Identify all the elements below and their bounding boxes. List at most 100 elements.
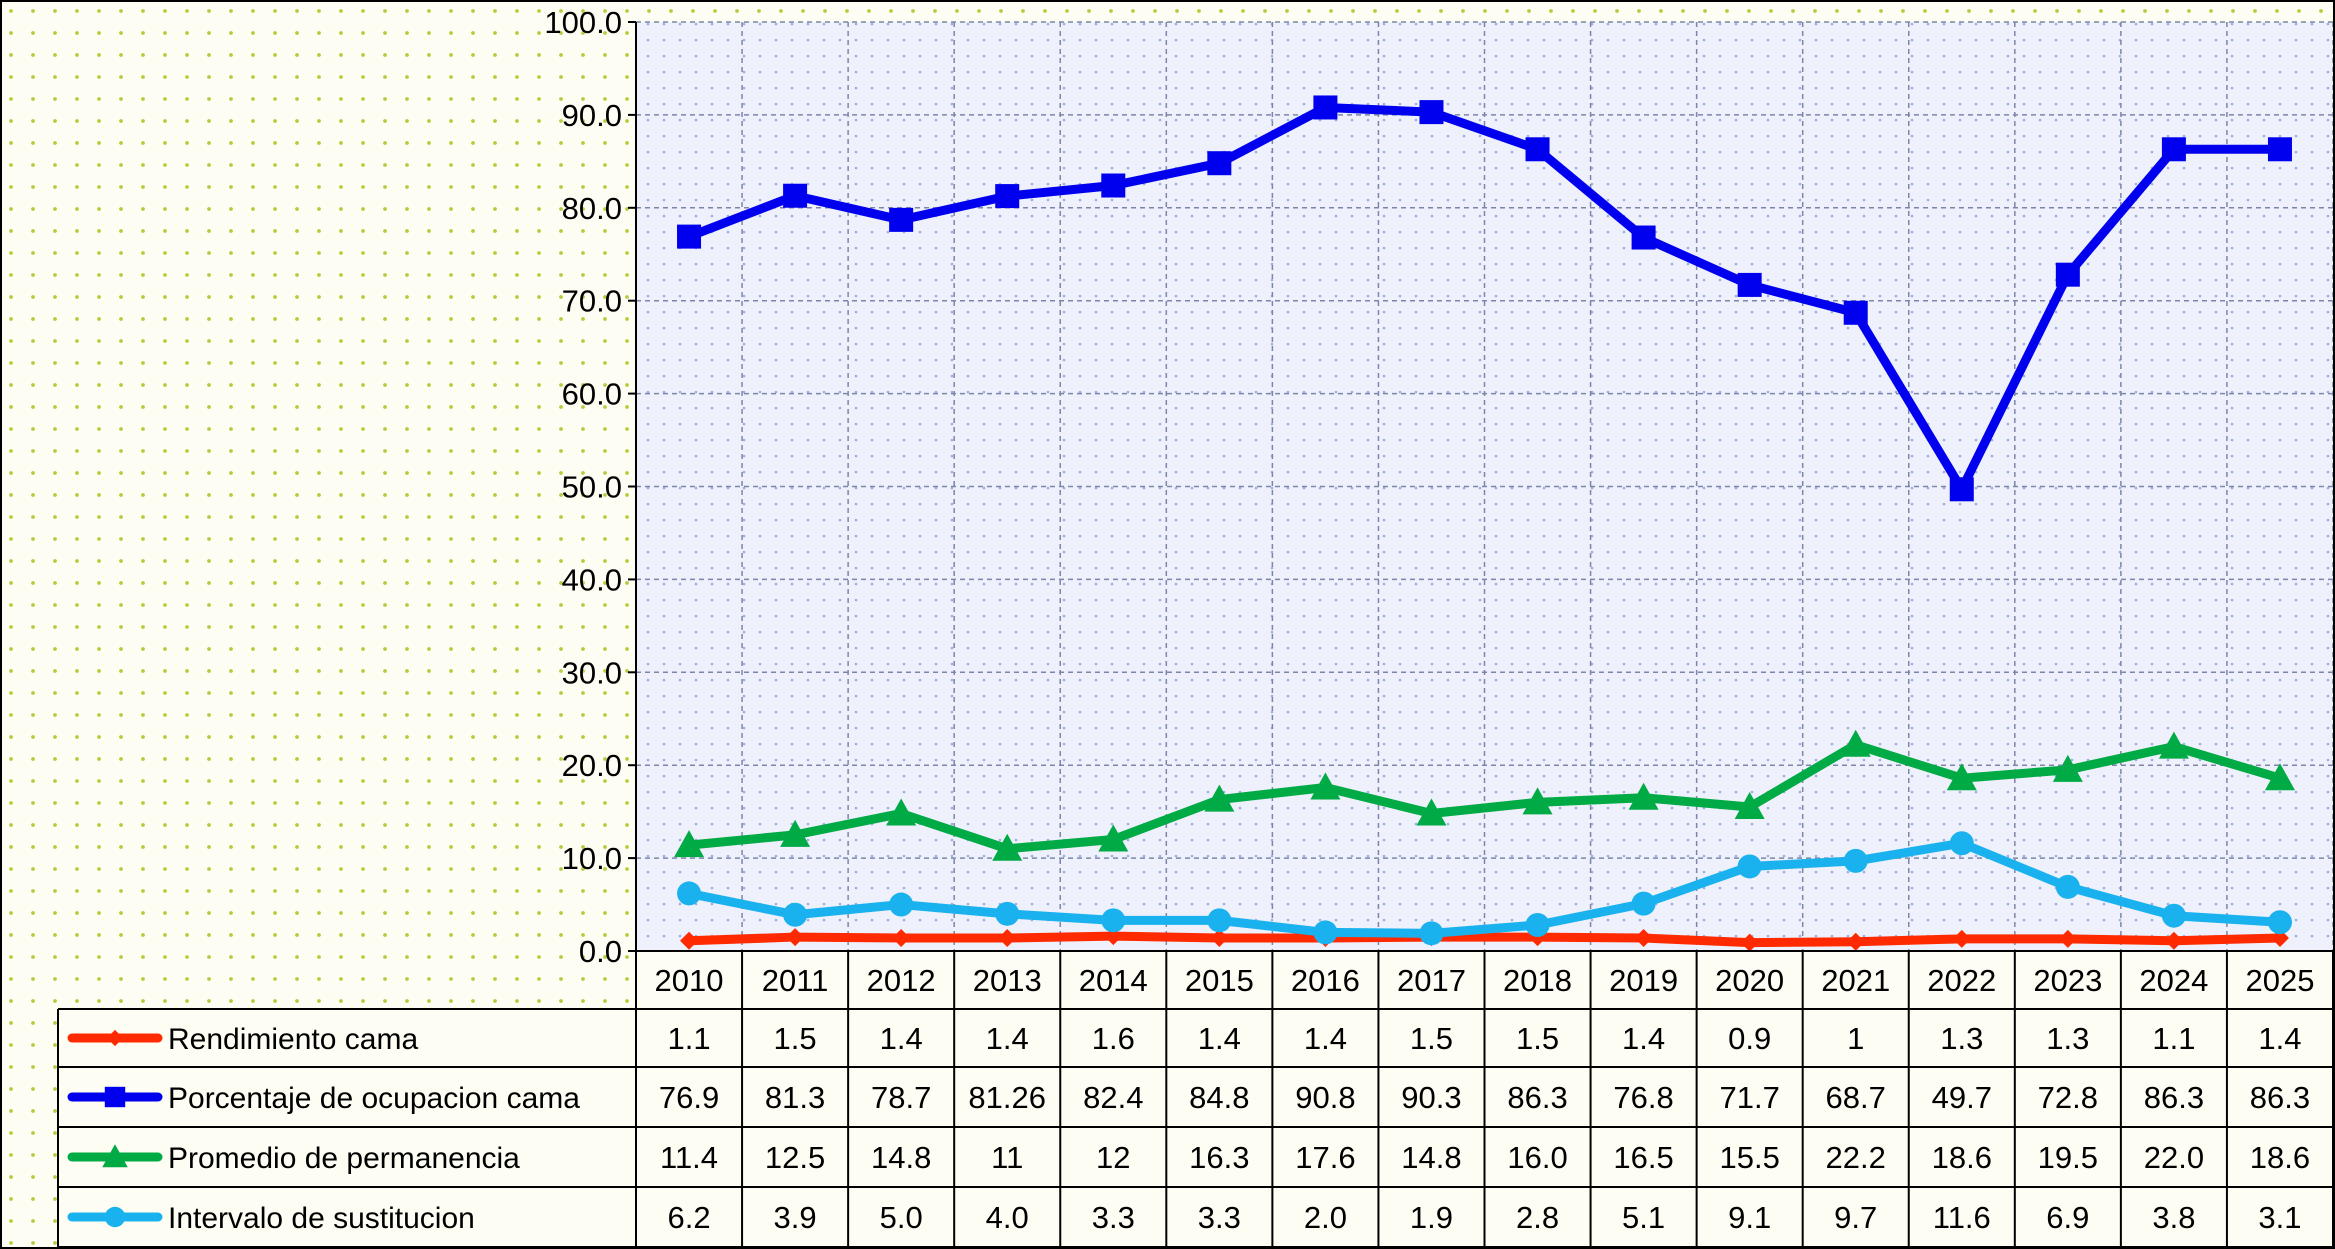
data-table-cell: 5.0 xyxy=(880,1200,923,1235)
x-tick-label: 2023 xyxy=(2033,963,2102,998)
data-table-cell: 18.6 xyxy=(2250,1140,2310,1175)
data-point-series-4 xyxy=(1737,854,1762,879)
data-point-series-3 xyxy=(1522,787,1553,815)
x-tick-label: 2024 xyxy=(2139,963,2208,998)
data-table-cell: 6.2 xyxy=(667,1200,710,1235)
data-table-cell: 72.8 xyxy=(2038,1080,2098,1115)
data-table-cell: 1.4 xyxy=(1198,1021,1241,1056)
data-point-series-4 xyxy=(1843,848,1868,873)
data-table-cell: 1.3 xyxy=(2046,1021,2089,1056)
data-point-series-2 xyxy=(995,184,1020,209)
x-tick-label: 2014 xyxy=(1079,963,1148,998)
data-table-cell: 1.4 xyxy=(1622,1021,1665,1056)
data-table-cell: 3.3 xyxy=(1092,1200,1135,1235)
legend-key-marker-4 xyxy=(104,1206,126,1228)
data-table-cell: 84.8 xyxy=(1189,1080,1249,1115)
legend-label-series-3: Promedio de permanencia xyxy=(168,1142,520,1175)
data-point-series-4 xyxy=(783,902,808,927)
data-table-cell: 11.4 xyxy=(660,1140,718,1175)
data-point-series-4 xyxy=(1313,920,1338,945)
data-point-series-3 xyxy=(1098,824,1129,852)
x-tick-label: 2018 xyxy=(1503,963,1572,998)
x-tick-label: 2010 xyxy=(655,963,724,998)
data-table-cell: 1.6 xyxy=(1092,1021,1135,1056)
data-point-series-2 xyxy=(2055,262,2080,287)
data-table-cell: 1.4 xyxy=(986,1021,1029,1056)
data-point-series-4 xyxy=(2161,903,2186,928)
data-table-cell: 76.9 xyxy=(659,1080,719,1115)
data-table-cell: 3.3 xyxy=(1198,1200,1241,1235)
data-point-series-2 xyxy=(677,224,702,249)
data-point-series-2 xyxy=(783,183,808,208)
data-table-cell: 1.4 xyxy=(2258,1021,2301,1056)
y-tick-label: 10.0 xyxy=(562,841,622,876)
x-tick-label: 2025 xyxy=(2245,963,2314,998)
data-table-cell: 15.5 xyxy=(1719,1140,1779,1175)
data-table-cell: 16.5 xyxy=(1613,1140,1673,1175)
x-tick-label: 2016 xyxy=(1291,963,1360,998)
data-table-cell: 12.5 xyxy=(765,1140,825,1175)
data-point-series-3 xyxy=(1310,772,1341,800)
y-tick-label: 100.0 xyxy=(544,5,622,40)
data-table-cell: 1.4 xyxy=(1304,1021,1347,1056)
x-tick-label: 2022 xyxy=(1927,963,1996,998)
data-point-series-2 xyxy=(1737,272,1762,297)
x-tick-label: 2019 xyxy=(1609,963,1678,998)
data-point-series-1 xyxy=(680,931,699,950)
y-tick-label: 30.0 xyxy=(562,655,622,690)
data-table-cell: 16.0 xyxy=(1507,1140,1567,1175)
data-table-cell: 90.8 xyxy=(1295,1080,1355,1115)
data-point-series-2 xyxy=(1525,137,1550,162)
data-point-series-1 xyxy=(2270,928,2289,947)
data-point-series-3 xyxy=(1840,729,1871,757)
data-point-series-4 xyxy=(2055,874,2080,899)
data-point-series-4 xyxy=(889,892,914,917)
data-table-cell: 14.8 xyxy=(1401,1140,1461,1175)
data-table-cell: 81.26 xyxy=(968,1080,1046,1115)
data-point-series-4 xyxy=(1207,908,1232,933)
data-point-series-4 xyxy=(1631,891,1656,916)
data-point-series-1 xyxy=(2058,929,2077,948)
data-table-cell: 2.8 xyxy=(1516,1200,1559,1235)
data-point-series-2 xyxy=(1101,173,1126,198)
data-point-series-1 xyxy=(1952,929,1971,948)
x-tick-label: 2017 xyxy=(1397,963,1466,998)
data-table-cell: 3.1 xyxy=(2258,1200,2301,1235)
data-point-series-3 xyxy=(992,833,1023,861)
data-point-series-1 xyxy=(1104,927,1123,946)
series-line-3 xyxy=(684,740,2285,854)
data-point-series-2 xyxy=(1313,95,1338,120)
data-point-series-2 xyxy=(889,207,914,232)
data-point-series-2 xyxy=(2267,137,2292,162)
data-table-cell: 11.6 xyxy=(1933,1200,1991,1235)
data-point-series-1 xyxy=(2164,931,2183,950)
x-tick-label: 2020 xyxy=(1715,963,1784,998)
legend-label-series-4: Intervalo de sustitucion xyxy=(168,1202,475,1235)
data-table-cell: 1.4 xyxy=(880,1021,923,1056)
x-tick-label: 2012 xyxy=(867,963,936,998)
series-line-1 xyxy=(684,931,2285,948)
y-tick-label: 90.0 xyxy=(562,98,622,133)
data-point-series-3 xyxy=(2264,763,2295,791)
data-point-series-2 xyxy=(1631,225,1656,250)
data-table-cell: 86.3 xyxy=(2144,1080,2204,1115)
data-table-cell: 76.8 xyxy=(1613,1080,1673,1115)
data-table-cell: 3.9 xyxy=(774,1200,817,1235)
data-point-series-4 xyxy=(1525,912,1550,937)
legend-key-marker-2 xyxy=(104,1086,126,1108)
x-tick-label: 2011 xyxy=(762,963,829,998)
data-point-series-1 xyxy=(892,928,911,947)
data-table-cell: 1 xyxy=(1847,1021,1864,1056)
data-point-series-3 xyxy=(886,798,917,826)
data-point-series-4 xyxy=(1949,831,1974,856)
data-table-cell: 81.3 xyxy=(765,1080,825,1115)
series-line-4 xyxy=(684,838,2285,938)
data-point-series-3 xyxy=(1734,792,1765,820)
data-table-cell: 22.0 xyxy=(2144,1140,2204,1175)
data-table-cell: 1.1 xyxy=(2152,1021,2195,1056)
data-table-cell: 1.1 xyxy=(667,1021,710,1056)
data-point-series-1 xyxy=(1634,928,1653,947)
